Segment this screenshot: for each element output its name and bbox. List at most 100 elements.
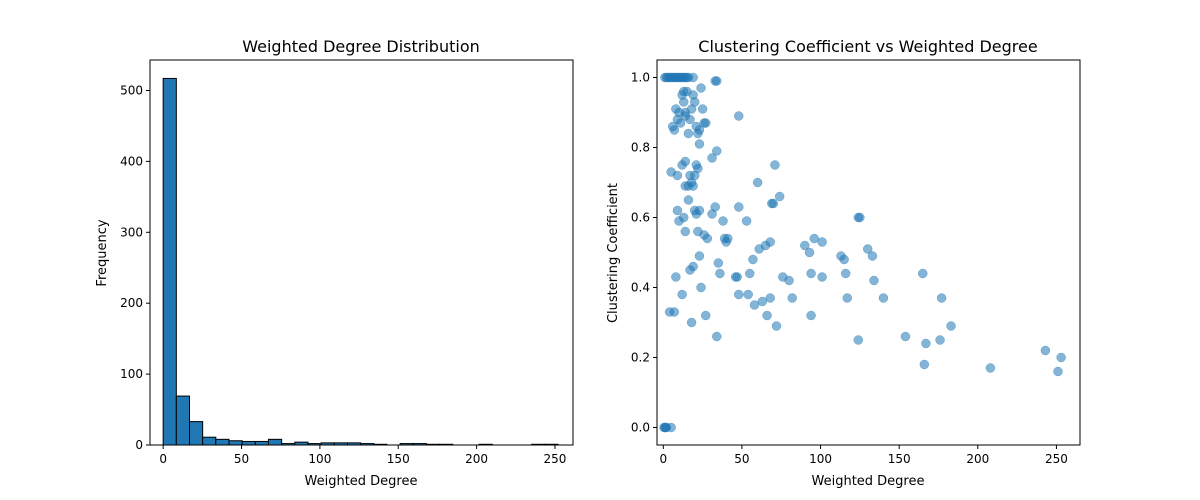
histogram-bar — [162, 77, 177, 446]
scatter-y-tick-label: 0.8 — [631, 141, 650, 155]
histogram-x-tick-label: 150 — [387, 452, 410, 466]
scatter-point — [707, 153, 717, 163]
histogram-y-tick-label: 200 — [120, 296, 143, 310]
histogram-bar — [215, 438, 230, 446]
scatter-point — [869, 275, 879, 286]
scatter-y-tick-label: 0.4 — [631, 281, 650, 295]
scatter-point — [842, 293, 853, 303]
scatter-x-tick-label: 150 — [888, 452, 911, 466]
scatter-point — [688, 261, 698, 272]
scatter-point — [743, 289, 753, 300]
scatter-y-tick-label: 0.2 — [631, 351, 650, 365]
scatter-y-tick-label: 1.0 — [631, 71, 650, 85]
scatter-point — [712, 76, 722, 86]
scatter-point — [677, 289, 687, 300]
scatter-point — [734, 111, 744, 121]
scatter-point — [685, 114, 695, 125]
scatter-point — [765, 237, 775, 247]
scatter-point — [878, 293, 889, 303]
scatter-point — [919, 359, 930, 370]
scatter-point — [693, 163, 703, 174]
histogram-x-tick-label: 200 — [465, 452, 488, 466]
scatter-point — [694, 205, 705, 216]
scatter-point — [817, 272, 827, 282]
histogram-bars — [162, 77, 559, 446]
scatter-point — [817, 237, 827, 247]
scatter-point — [768, 198, 779, 209]
scatter-point — [696, 83, 706, 93]
scatter-point — [752, 177, 763, 188]
scatter-point — [700, 310, 711, 321]
scatter-x-tick-label: 250 — [1045, 452, 1068, 466]
scatter-point — [840, 268, 851, 279]
scatter-chart: Clustering Coefficient vs Weighted Degre… — [606, 37, 1081, 489]
histogram-x-tick-label: 100 — [308, 452, 331, 466]
scatter-point — [686, 317, 697, 328]
scatter-point — [749, 300, 760, 310]
histogram-y-tick-label: 400 — [120, 154, 143, 168]
histogram-x-tick-label: 0 — [159, 452, 167, 466]
scatter-point — [710, 202, 720, 212]
scatter-point — [774, 191, 785, 202]
scatter-point — [712, 331, 722, 342]
scatter-point — [1040, 345, 1051, 356]
scatter-point — [702, 233, 713, 244]
scatter-point — [694, 251, 705, 261]
scatter-point — [806, 268, 816, 279]
scatter-point — [853, 335, 864, 345]
scatter-point — [809, 233, 819, 244]
histogram-x-tick-label: 50 — [234, 452, 249, 466]
scatter-point — [680, 181, 691, 191]
scatter-point — [787, 293, 797, 303]
scatter-point — [745, 268, 755, 279]
scatter-point — [715, 268, 725, 279]
scatter-point — [770, 160, 780, 170]
scatter-point — [680, 107, 691, 118]
scatter-point — [672, 170, 683, 181]
scatter-point — [732, 272, 742, 282]
histogram-bar — [228, 440, 243, 446]
scatter-point — [671, 272, 681, 282]
scatter-point — [672, 205, 683, 216]
scatter-point — [839, 254, 849, 265]
scatter-point — [669, 307, 680, 317]
scatter-point — [696, 282, 706, 293]
scatter-x-tick-label: 200 — [966, 452, 989, 466]
scatter-point — [862, 244, 873, 254]
scatter-point — [800, 240, 810, 251]
scatter-point — [697, 104, 708, 114]
scatter-point — [918, 268, 928, 279]
scatter-point — [694, 125, 705, 135]
scatter-x-ticks: 0 50 100 150 200 250 — [659, 445, 1068, 466]
scatter-x-tick-label: 0 — [659, 452, 667, 466]
histogram-y-tick-label: 100 — [120, 367, 143, 381]
scatter-points — [659, 72, 1066, 433]
scatter-y-label: Clustering Coefficient — [606, 183, 621, 323]
scatter-point — [1056, 352, 1066, 363]
scatter-point — [678, 97, 689, 107]
histogram-x-tick-label: 250 — [544, 452, 567, 466]
scatter-point — [678, 212, 689, 223]
scatter-point — [935, 335, 945, 345]
histogram-bar — [175, 395, 190, 446]
histogram-y-label: Frequency — [95, 219, 110, 286]
scatter-point — [669, 125, 680, 135]
scatter-point — [713, 258, 724, 268]
histogram-y-tick-label: 300 — [120, 225, 143, 239]
scatter-point — [748, 254, 758, 265]
scatter-point — [683, 128, 694, 139]
scatter-point — [771, 321, 782, 331]
scatter-point — [688, 72, 698, 83]
scatter-point — [946, 321, 956, 331]
scatter-axes-frame — [656, 59, 1081, 446]
scatter-title: Clustering Coefficient vs Weighted Degre… — [698, 37, 1037, 56]
histogram-bar — [241, 440, 256, 446]
scatter-point — [1053, 366, 1063, 377]
histogram-chart: Weighted Degree Distribution 0 50 100 150 20… — [95, 37, 574, 489]
scatter-point — [762, 310, 772, 321]
scatter-point — [712, 146, 722, 156]
scatter-x-tick-label: 50 — [734, 452, 749, 466]
scatter-point — [757, 296, 768, 307]
scatter-point — [734, 202, 744, 212]
scatter-point — [694, 139, 705, 149]
